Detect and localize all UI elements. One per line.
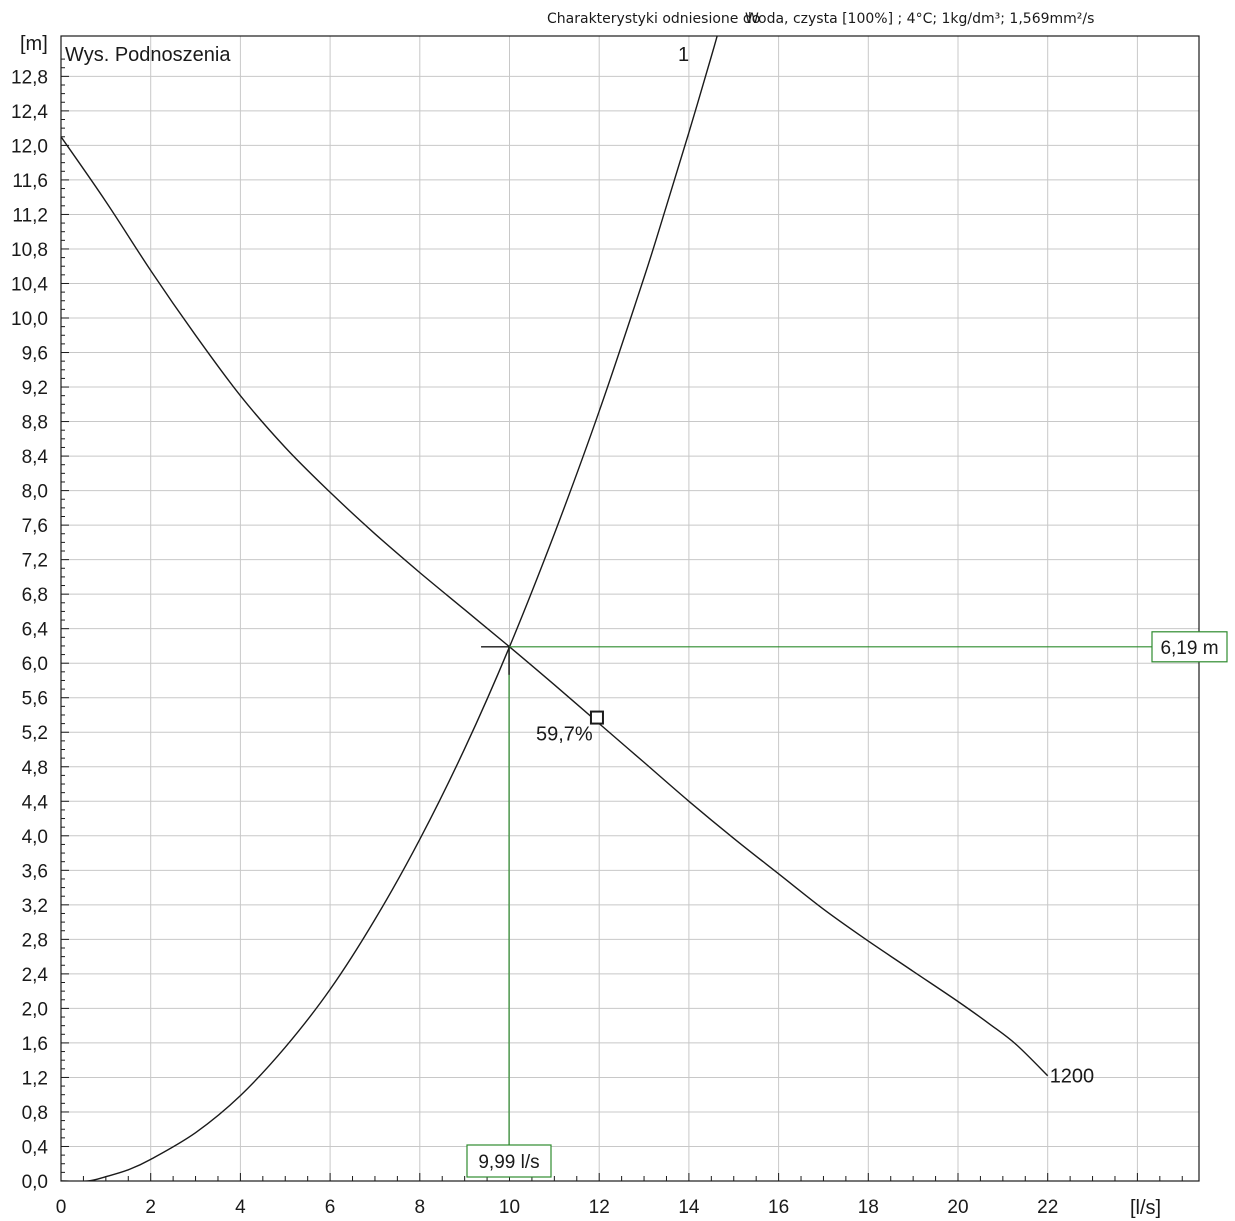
series-line-pump-curve — [61, 136, 1049, 1077]
y-tick-label: 4,0 — [22, 827, 48, 848]
y-tick-label: 0,0 — [22, 1172, 48, 1193]
y-tick-label: 11,2 — [12, 205, 48, 226]
x-axis-label: [l/s] — [1130, 1197, 1161, 1219]
y-tick-label: 12,0 — [11, 136, 48, 157]
x-tick-label: 22 — [1037, 1197, 1058, 1218]
y-tick-label: 2,4 — [22, 965, 49, 986]
header-left-text: Charakterystyki odniesione do — [547, 11, 760, 27]
y-tick-label: 0,4 — [22, 1137, 49, 1158]
operating-point: 6,19 m 9,99 l/s 59,7% — [466, 631, 1228, 1178]
x-tick-label: 2 — [145, 1197, 156, 1218]
y-tick-label: 6,8 — [22, 585, 48, 606]
flow-value-label: 9,99 l/s — [478, 1152, 539, 1173]
series-line-system-curve — [61, 36, 718, 1181]
head-value-box — [1151, 631, 1228, 663]
x-tick-label: 10 — [499, 1197, 520, 1218]
x-tick-label: 16 — [768, 1197, 789, 1218]
y-tick-label: 10,8 — [11, 240, 48, 261]
y-tick-label: 2,0 — [22, 999, 48, 1020]
y-tick-label: 10,4 — [11, 274, 48, 295]
y-tick-label: 4,8 — [22, 758, 48, 779]
y-tick-label: 5,6 — [22, 689, 48, 710]
efficiency-label: 59,7% — [536, 724, 593, 746]
grid — [60, 36, 1199, 1182]
minor-ticks — [60, 58, 1183, 1182]
y-tick-label: 8,0 — [22, 482, 48, 503]
y-tick-label: 4,4 — [22, 792, 49, 813]
header-right-text: Woda, czysta [100%] ; 4°C; 1kg/dm³; 1,56… — [745, 11, 1094, 27]
x-tick-labels: 0 2 4 6 8 10 12 14 16 18 20 22 — [56, 1197, 1059, 1218]
x-tick-label: 14 — [678, 1197, 700, 1218]
series-label-pump: 1200 — [1050, 1066, 1095, 1088]
y-tick-label: 5,2 — [22, 723, 48, 744]
x-tick-label: 12 — [589, 1197, 610, 1218]
y-tick-label: 0,8 — [22, 1103, 48, 1124]
x-tick-label: 20 — [947, 1197, 968, 1218]
plot-frame — [60, 35, 1200, 1182]
y-tick-label: 6,4 — [22, 620, 49, 641]
y-tick-label: 7,6 — [22, 516, 48, 537]
y-tick-label: 3,6 — [22, 861, 48, 882]
y-tick-label: 9,6 — [22, 344, 48, 365]
series-label-system: 1 — [678, 44, 689, 66]
x-tick-label: 8 — [415, 1197, 426, 1218]
y-tick-label: 10,0 — [11, 309, 48, 330]
curves: 1200 1 — [61, 36, 1095, 1181]
y-tick-label: 9,2 — [22, 378, 48, 399]
y-tick-labels: 0,0 0,4 0,8 1,2 1,6 2,0 2,4 2,8 3,2 3,6 4,0 4,4 4,8 5… — [11, 67, 48, 1193]
y-tick-label: 1,2 — [22, 1068, 48, 1089]
y-tick-label: 12,8 — [11, 67, 48, 88]
y-tick-label: 12,4 — [11, 102, 48, 123]
y-tick-label: 8,8 — [22, 413, 48, 434]
head-value-label: 6,19 m — [1160, 638, 1218, 659]
y-tick-label: 11,6 — [12, 171, 48, 192]
y-tick-label: 8,4 — [22, 447, 49, 468]
y-tick-label: 3,2 — [22, 896, 48, 917]
efficiency-marker — [589, 710, 604, 725]
y-tick-label: 2,8 — [22, 930, 48, 951]
flow-value-box — [466, 1144, 552, 1178]
y-tick-label: 6,0 — [22, 654, 48, 675]
y-tick-label: 1,6 — [22, 1034, 48, 1055]
x-tick-label: 4 — [235, 1197, 246, 1218]
y-tick-label: 7,2 — [22, 551, 48, 572]
x-tick-label: 6 — [325, 1197, 336, 1218]
x-tick-label: 0 — [56, 1197, 67, 1218]
chart-title: Wys. Podnoszenia — [65, 44, 231, 66]
y-axis-label: [m] — [20, 33, 48, 55]
x-tick-label: 18 — [858, 1197, 879, 1218]
